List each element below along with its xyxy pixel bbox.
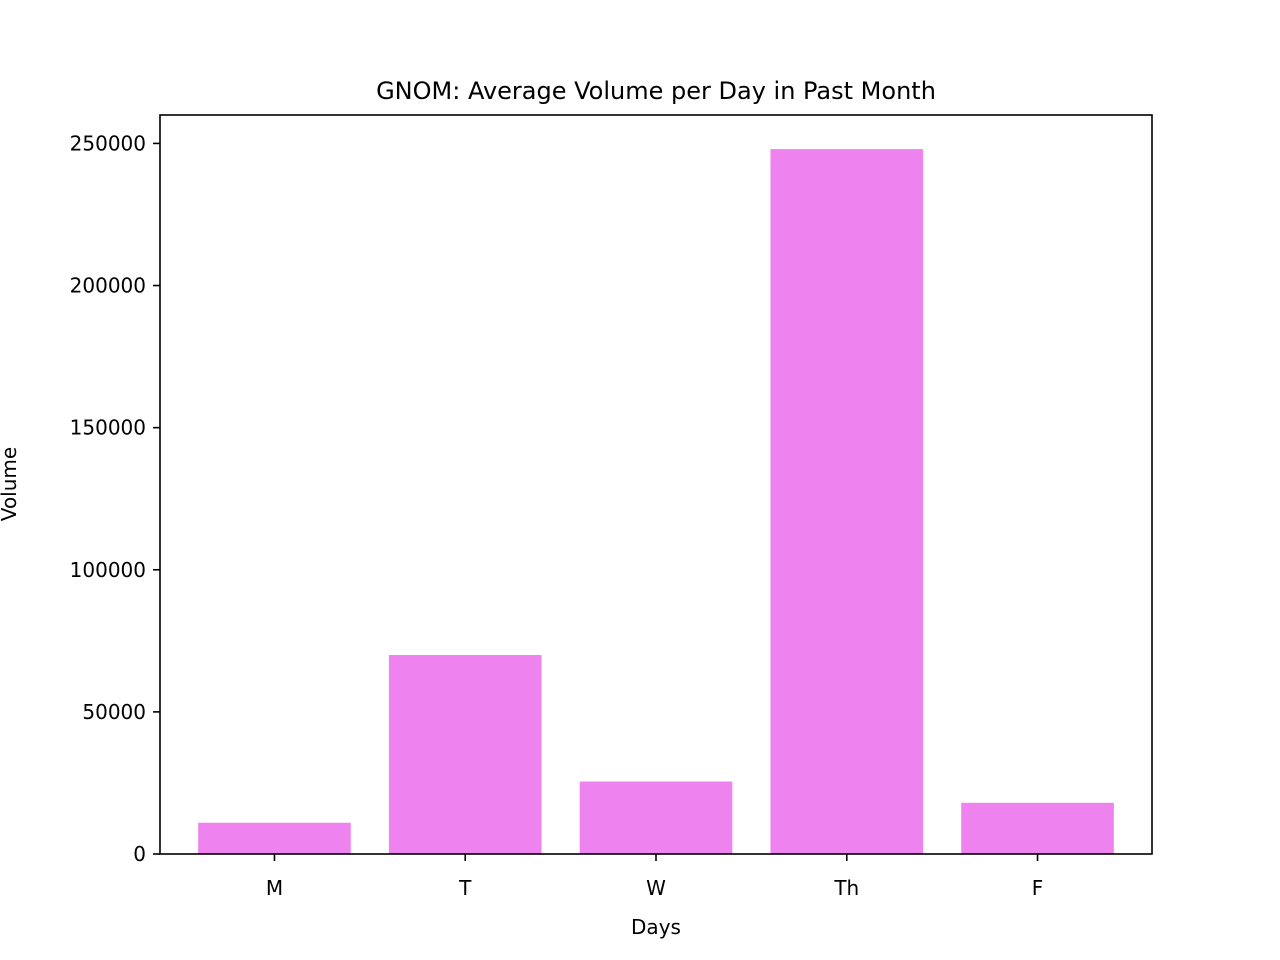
y-axis-ticks: 0 50000 100000 150000 200000 250000 bbox=[70, 131, 160, 866]
y-tick-label: 50000 bbox=[82, 700, 146, 724]
y-tick-label: 0 bbox=[133, 842, 146, 866]
chart-title: GNOM: Average Volume per Day in Past Mon… bbox=[376, 77, 936, 105]
bars-layer bbox=[198, 149, 1114, 855]
y-axis-label: Volume bbox=[0, 447, 21, 521]
bar-t bbox=[388, 655, 542, 854]
y-tick-label: 150000 bbox=[70, 416, 146, 440]
bar-w bbox=[579, 781, 733, 854]
x-tick-label: F bbox=[1032, 876, 1044, 900]
bar-m bbox=[198, 822, 351, 854]
x-tick-label: T bbox=[458, 876, 472, 900]
bar-f bbox=[961, 802, 1114, 854]
y-tick-label: 200000 bbox=[70, 274, 146, 298]
x-axis-ticks: M T W Th F bbox=[266, 854, 1043, 900]
bar-th bbox=[770, 149, 924, 855]
x-tick-label: M bbox=[266, 876, 283, 900]
x-tick-label: Th bbox=[833, 876, 859, 900]
plot-frame bbox=[159, 114, 1153, 855]
y-tick-label: 250000 bbox=[70, 131, 146, 155]
y-tick-label: 100000 bbox=[70, 558, 146, 582]
x-axis-label: Days bbox=[631, 915, 681, 939]
x-tick-label: W bbox=[646, 876, 666, 900]
